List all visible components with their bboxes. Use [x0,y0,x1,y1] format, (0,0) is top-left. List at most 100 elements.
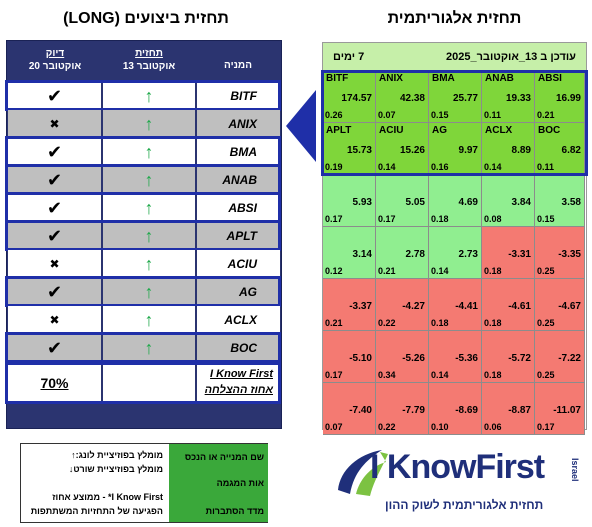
heatmap-cell: -5.72 0.18 [482,331,535,383]
cell-signal: 3.14 [352,249,372,260]
cell-predictability: 0.18 [431,318,449,328]
stock-name: ACLX [224,313,257,327]
checkmark-icon: ✔ [46,281,63,302]
stock-name: BOC [230,341,257,355]
heatmap-cell: -3.35 0.25 [535,227,585,279]
cell-ticker: BOC [538,125,561,136]
cell-ticker: ANAB [485,73,514,84]
checkmark-icon: ✔ [46,197,63,218]
cell-predictability: 0.15 [537,214,555,224]
right-title: תחזית אלגוריתמית [387,10,522,27]
cell-predictability: 0.21 [537,110,555,120]
company-logo: I KnowFirst Israel תחזית אלגוריתמית לשוק… [330,438,585,524]
cell-signal: -3.35 [558,249,581,260]
cell-signal: 174.57 [341,93,372,104]
logo-country: Israel [570,458,580,482]
heatmap-cell: 3.58 0.15 [535,175,585,227]
heatmap-cell: BITF 174.57 0.26 [323,71,376,123]
stock-name: APLT [226,229,257,243]
cell-signal: -11.07 [553,405,581,416]
up-arrow-icon: ↑ [144,197,154,218]
heatmap-cell: 4.69 0.18 [429,175,482,227]
cell-signal: -5.72 [508,353,531,364]
cell-predictability: 0.14 [431,370,449,380]
cross-icon: ✖ [49,257,60,271]
performance-table: המניה תחזית 13 אוקטובר דיוק 20 אוקטובר ✔… [5,40,282,429]
cell-predictability: 0.25 [537,370,555,380]
cell-predictability: 0.21 [325,318,343,328]
cell-signal: -5.10 [349,353,372,364]
stock-name: ABSI [228,201,257,215]
cell-signal: -5.36 [455,353,478,364]
cell-predictability: 0.34 [378,370,396,380]
cell-signal: 5.93 [352,197,372,208]
pointer-arrow-icon [286,90,316,162]
up-arrow-icon: ↑ [144,141,154,162]
heatmap-cell: -5.26 0.34 [376,331,429,383]
legend-asset-name: שם המנייה או הנכס [184,452,264,462]
stock-name: AG [239,285,257,299]
legend-accuracy-note-2: הפגיעה של התחזיות המשתתפות [30,506,163,516]
table-row: ✔ ↑ APLT [8,222,280,250]
cell-ticker: ACIU [379,125,404,136]
cell-predictability: 0.07 [378,110,396,120]
stock-name: BITF [230,89,257,103]
heatmap-cell: ACIU 15.26 0.14 [376,123,429,175]
cell-predictability: 0.17 [325,370,343,380]
cell-signal: 2.73 [458,249,478,260]
cell-predictability: 0.14 [431,266,449,276]
heatmap-cell: ABSI 16.99 0.21 [535,71,585,123]
left-title: תחזית ביצועים (LONG) [63,10,229,27]
checkmark-icon: ✔ [46,169,63,190]
success-rate-row: 70% I Know First אחוז ההצלחה [8,364,280,402]
checkmark-icon: ✔ [46,85,63,106]
stock-name: BMA [229,145,257,159]
cell-ticker: ANIX [379,73,403,84]
heatmap-cell: AG 9.97 0.16 [429,123,482,175]
legend-long: מומלץ בפוזיציית לונג:↑ [71,450,163,460]
cell-predictability: 0.14 [378,162,396,172]
cell-ticker: BMA [432,73,455,84]
cell-signal: -8.69 [455,405,478,416]
legend-predictability: מדד הסתברות [205,506,264,516]
heatmap-updated-label: עודכן ב 13_אוקטובר_2025 [445,50,576,63]
cell-signal: -7.79 [402,405,425,416]
heatmap-cell: -4.27 0.22 [376,279,429,331]
heatmap-cell: -7.79 0.22 [376,383,429,435]
heatmap-cell: -7.40 0.07 [323,383,376,435]
cell-predictability: 0.06 [484,422,502,432]
heatmap-cell: -4.67 0.25 [535,279,585,331]
cell-signal: 42.38 [399,93,425,104]
cell-signal: 6.82 [561,145,581,156]
table-row: ✔ ↑ BOC [8,334,280,362]
heatmap-cell: APLT 15.73 0.19 [323,123,376,175]
cell-predictability: 0.22 [378,318,396,328]
legend-box: שם המנייה או הנכס אות המגמה מדד הסתברות … [20,443,268,523]
cell-ticker: ACLX [485,125,513,136]
heatmap-cell: -3.31 0.18 [482,227,535,279]
heatmap-cell: -5.36 0.14 [429,331,482,383]
heatmap-cell: 5.05 0.17 [376,175,429,227]
cell-signal: 3.58 [561,197,581,208]
cell-signal: -5.26 [402,353,425,364]
legend-short: מומלץ בפוזיציית שורט↓ [68,464,163,474]
success-rate-value: 70% [40,375,69,391]
cell-signal: -4.67 [558,301,581,312]
cell-signal: -4.41 [455,301,478,312]
legend-signal: אות המגמה [216,478,264,488]
cell-predictability: 0.07 [325,422,343,432]
cell-ticker: APLT [326,125,352,136]
cell-signal: -3.37 [349,301,372,312]
cell-predictability: 0.18 [484,318,502,328]
legend-accuracy-note: I Know First* - ממוצע אחוז [52,492,163,502]
cell-predictability: 0.26 [325,110,343,120]
cell-signal: -3.31 [508,249,531,260]
col-header-accuracy: דיוק 20 אוקטובר [28,48,82,72]
cell-predictability: 0.21 [378,266,396,276]
up-arrow-icon: ↑ [144,253,154,274]
heatmap-cell: 3.84 0.08 [482,175,535,227]
cell-signal: 5.05 [405,197,425,208]
heatmap-cell: -5.10 0.17 [323,331,376,383]
up-arrow-icon: ↑ [144,309,154,330]
cell-signal: 3.84 [511,197,531,208]
